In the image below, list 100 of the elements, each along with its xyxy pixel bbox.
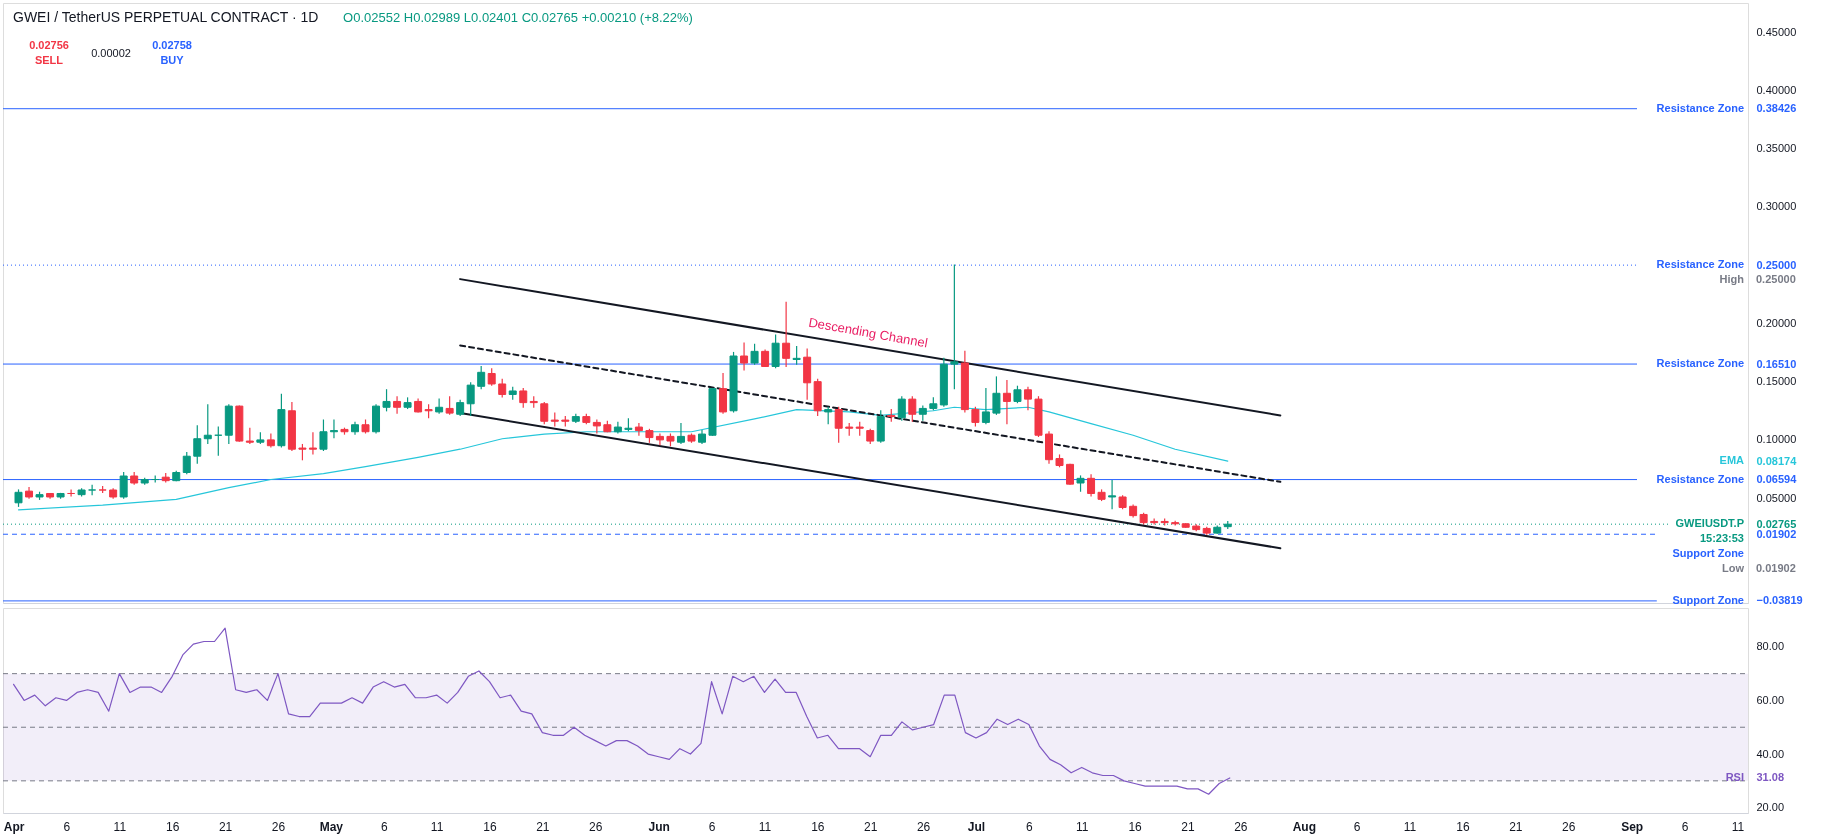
y-tick-label: 0.40000 (1756, 83, 1797, 96)
text: RSI (1725, 770, 1744, 783)
y-tick-label: 60.00 (1756, 693, 1785, 706)
candlestick (119, 471, 128, 499)
candlestick (361, 419, 370, 434)
x-tick-label: 26 (589, 819, 603, 834)
candlestick (950, 264, 959, 390)
x-tick-label: Jul (967, 819, 986, 834)
ref-line-label: Resistance Zone (1656, 472, 1744, 485)
y-tick-label: 80.00 (1756, 640, 1785, 653)
y-tick-label: 0.35000 (1756, 142, 1797, 155)
candlestick (193, 425, 202, 464)
candlestick (1118, 495, 1127, 510)
x-tick-label: 16 (1456, 819, 1470, 834)
x-tick-label: 6 (1681, 819, 1689, 834)
candlestick (897, 396, 906, 421)
x-tick-label: 6 (1026, 819, 1033, 834)
annotation: High (1719, 273, 1745, 286)
x-tick-label: Jun (648, 819, 670, 834)
y-tick-label: 0.10000 (1756, 433, 1797, 446)
candlestick (445, 396, 454, 415)
ref-line-label: Resistance Zone (1656, 357, 1744, 370)
y-tick-label: 0.01902 (1756, 527, 1797, 540)
candlestick (1097, 489, 1106, 502)
y-tick-label: 0.25000 (1756, 258, 1797, 271)
candlestick (992, 376, 1001, 415)
candlestick (308, 432, 317, 455)
candlestick (1034, 396, 1043, 437)
candlestick (77, 488, 86, 497)
x-tick-label: 6 (63, 819, 71, 834)
candlestick (382, 389, 391, 412)
candlestick (1192, 524, 1201, 532)
y-tick-label: 0.16510 (1756, 357, 1797, 370)
candlestick (130, 471, 139, 485)
candlestick (929, 397, 938, 411)
x-tick-label: 26 (1562, 819, 1576, 834)
candlestick (319, 419, 328, 451)
x-tick-label: 21 (1181, 819, 1195, 834)
x-tick-label: 6 (380, 819, 388, 834)
y-tick-label: 0.15000 (1756, 375, 1797, 388)
x-tick-label: 16 (811, 819, 825, 834)
candlestick (235, 405, 244, 442)
candlestick (592, 419, 601, 434)
annotation: 0.02756 (29, 39, 69, 51)
candlestick (424, 404, 433, 419)
candlestick (918, 405, 927, 421)
candlestick (508, 386, 517, 400)
x-tick-label: 6 (1353, 819, 1361, 834)
annotation: 0.00002 (91, 47, 131, 59)
x-tick-label: 26 (916, 819, 931, 834)
chart-title: GWEI / TetherUS PERPETUAL CONTRACT · 1D (13, 9, 319, 25)
x-tick-label: 21 (218, 819, 233, 834)
candlestick (971, 406, 980, 427)
annotation: BUY (160, 54, 185, 66)
candlestick (729, 351, 738, 413)
ref-line-label: Support Zone (1672, 547, 1744, 560)
candlestick (687, 433, 696, 443)
candlestick (1055, 454, 1064, 468)
x-tick-label: 16 (1128, 819, 1143, 834)
candlestick (750, 343, 759, 365)
candlestick (487, 368, 496, 386)
candlestick (1213, 525, 1222, 534)
x-tick-label: 11 (1731, 819, 1745, 834)
y-tick-label: 0.45000 (1756, 25, 1797, 38)
ref-line-label: Support Zone (1672, 593, 1744, 606)
candlestick (1202, 526, 1211, 535)
y-tick-label: 20.00 (1756, 801, 1785, 814)
candlestick (540, 402, 549, 425)
annotation: 15:23:53 (1699, 532, 1744, 545)
line-series (12, 627, 1231, 795)
candlestick (256, 432, 265, 444)
candlestick (403, 397, 412, 410)
x-tick-label: 21 (864, 819, 878, 834)
candlestick (624, 418, 633, 432)
text: O0.02552 H0.02989 L0.02401 C0.02765 +0.00210 (+8.22%) (343, 10, 693, 25)
x-tick-label: 11 (113, 819, 127, 834)
candlestick (14, 489, 23, 507)
x-tick-label: 21 (536, 819, 550, 834)
x-tick-label: 26 (1234, 819, 1248, 834)
ref-line-label: GWEIUSDT.P (1675, 517, 1744, 530)
x-tick-label: 6 (708, 819, 716, 834)
y-tick-label: −0.03819 (1756, 594, 1803, 607)
x-tick-label: 11 (1403, 819, 1417, 834)
candlestick (571, 413, 580, 424)
y-tick-label: 0.02765 (1756, 517, 1797, 530)
candlestick (908, 396, 917, 422)
candlestick (1076, 475, 1085, 492)
x-tick-label: 11 (1075, 819, 1089, 834)
candlestick (466, 382, 475, 417)
candlestick (550, 412, 559, 427)
candlestick (1066, 463, 1075, 485)
candlestick (582, 413, 591, 425)
x-tick-label: 21 (1509, 819, 1523, 834)
y-tick-label: 0.30000 (1756, 200, 1797, 213)
y-tick-label: 0.08174 (1756, 454, 1798, 467)
candlestick (1181, 523, 1190, 528)
y-tick-label: 0.38426 (1756, 102, 1797, 115)
y-tick-label: 0.20000 (1756, 316, 1797, 329)
x-tick-label: 26 (271, 819, 286, 834)
x-tick-label: Apr (3, 819, 25, 834)
